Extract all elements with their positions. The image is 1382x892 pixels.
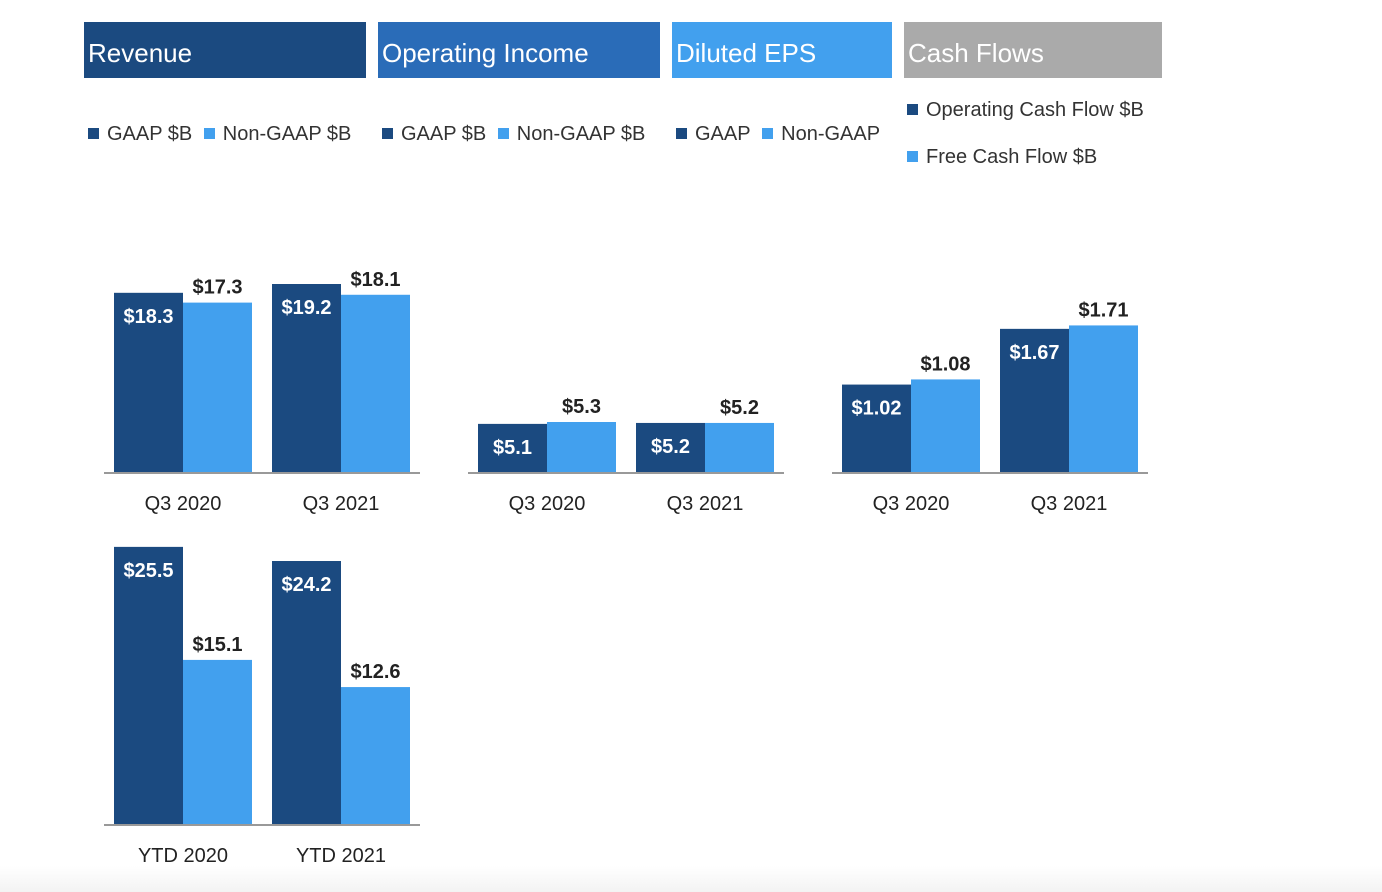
operating-income-bar-gaap <box>478 423 547 472</box>
header-cash-flows: Cash Flows <box>904 22 1162 78</box>
revenue-data-label: $19.2 <box>281 297 331 319</box>
cash-flows-bar-gaap <box>114 546 183 824</box>
revenue-category-label: Q3 2020 <box>145 493 222 515</box>
revenue-bar-gaap <box>114 292 183 472</box>
bottom-fade <box>0 866 1382 892</box>
cash-flows-data-label: $24.2 <box>281 574 331 596</box>
operating-income-data-label: $5.2 <box>720 397 759 419</box>
diluted-eps-bar-gaap <box>842 384 911 472</box>
cash-flows-bar-nongaap <box>341 687 410 824</box>
legend-label: Non-GAAP $B <box>222 123 352 145</box>
legend-item: Non-GAAP <box>762 123 880 146</box>
legend-label: GAAP $B <box>401 123 487 145</box>
legend-item: Free Cash Flow $B <box>907 146 1144 169</box>
legend-label: Non-GAAP $B <box>516 123 646 145</box>
revenue-category-label: Q3 2021 <box>303 493 380 515</box>
legend-item: Non-GAAP $B <box>203 123 352 146</box>
header-diluted-eps: Diluted EPS <box>672 22 892 78</box>
diluted-eps-data-label: $1.02 <box>851 398 901 420</box>
cash-flows-bar-gaap <box>272 561 341 824</box>
operating-income-category-label: Q3 2021 <box>667 493 744 515</box>
legend-swatch-gaap <box>88 128 99 139</box>
operating-income-data-label: $5.3 <box>562 396 601 418</box>
operating-income-data-label: $5.2 <box>651 436 690 458</box>
legend-label: GAAP $B <box>107 123 193 145</box>
legend-item: GAAP $B <box>382 123 486 146</box>
legend-diluted-eps: GAAP Non-GAAP <box>676 123 886 146</box>
diluted-eps-category-label: Q3 2020 <box>873 493 950 515</box>
legend-item: GAAP $B <box>88 123 192 146</box>
legend-label: Non-GAAP <box>781 123 881 145</box>
diluted-eps-data-label: $1.08 <box>920 353 970 375</box>
operating-income-bar-gaap <box>636 422 705 472</box>
legend-operating-income: GAAP $B Non-GAAP $B <box>382 123 651 146</box>
operating-income-bar-nongaap <box>547 422 616 472</box>
diluted-eps-bar-nongaap <box>911 379 980 472</box>
legend-swatch-operating-cash-flow <box>907 104 918 115</box>
operating-income-category-label: Q3 2020 <box>509 493 586 515</box>
operating-income-bar-nongaap <box>705 422 774 472</box>
legend-item: Operating Cash Flow $B <box>907 99 1144 122</box>
legend-swatch-gaap <box>382 128 393 139</box>
legend-swatch-free-cash-flow <box>907 151 918 162</box>
cash-flows-data-label: $15.1 <box>192 634 242 656</box>
diluted-eps-category-label: Q3 2021 <box>1031 493 1108 515</box>
legend-swatch-nongaap <box>203 128 215 139</box>
legend-swatch-nongaap <box>497 128 509 139</box>
cash-flows-data-label: $25.5 <box>123 560 173 582</box>
cash-flows-category-label: YTD 2020 <box>138 845 228 867</box>
legend-label: Free Cash Flow $B <box>926 146 1098 168</box>
revenue-bar-nongaap <box>341 294 410 472</box>
legend-revenue: GAAP $B Non-GAAP $B <box>88 123 357 146</box>
revenue-bar-nongaap <box>183 302 252 472</box>
cash-flows-bar-nongaap <box>183 659 252 824</box>
cash-flows-data-label: $12.6 <box>350 661 400 683</box>
legend-label: GAAP <box>695 123 751 145</box>
diluted-eps-bar-gaap <box>1000 328 1069 472</box>
revenue-data-label: $18.3 <box>123 306 173 328</box>
legend-cash-flows: Operating Cash Flow $B Free Cash Flow $B <box>907 99 1150 193</box>
diluted-eps-data-label: $1.67 <box>1009 342 1059 364</box>
diluted-eps-bar-nongaap <box>1069 325 1138 472</box>
diluted-eps-data-label: $1.71 <box>1078 299 1128 321</box>
legend-swatch-nongaap <box>762 128 774 139</box>
legend-label: Operating Cash Flow $B <box>926 99 1144 121</box>
legend-swatch-gaap <box>676 128 687 139</box>
header-operating-income: Operating Income <box>378 22 660 78</box>
cash-flows-category-label: YTD 2021 <box>296 845 386 867</box>
legend-item: Non-GAAP $B <box>497 123 646 146</box>
revenue-bar-gaap <box>272 284 341 472</box>
revenue-data-label: $18.1 <box>350 269 400 291</box>
operating-income-data-label: $5.1 <box>493 437 532 459</box>
legend-item: GAAP <box>676 123 751 146</box>
revenue-data-label: $17.3 <box>192 277 242 299</box>
header-revenue: Revenue <box>84 22 366 78</box>
